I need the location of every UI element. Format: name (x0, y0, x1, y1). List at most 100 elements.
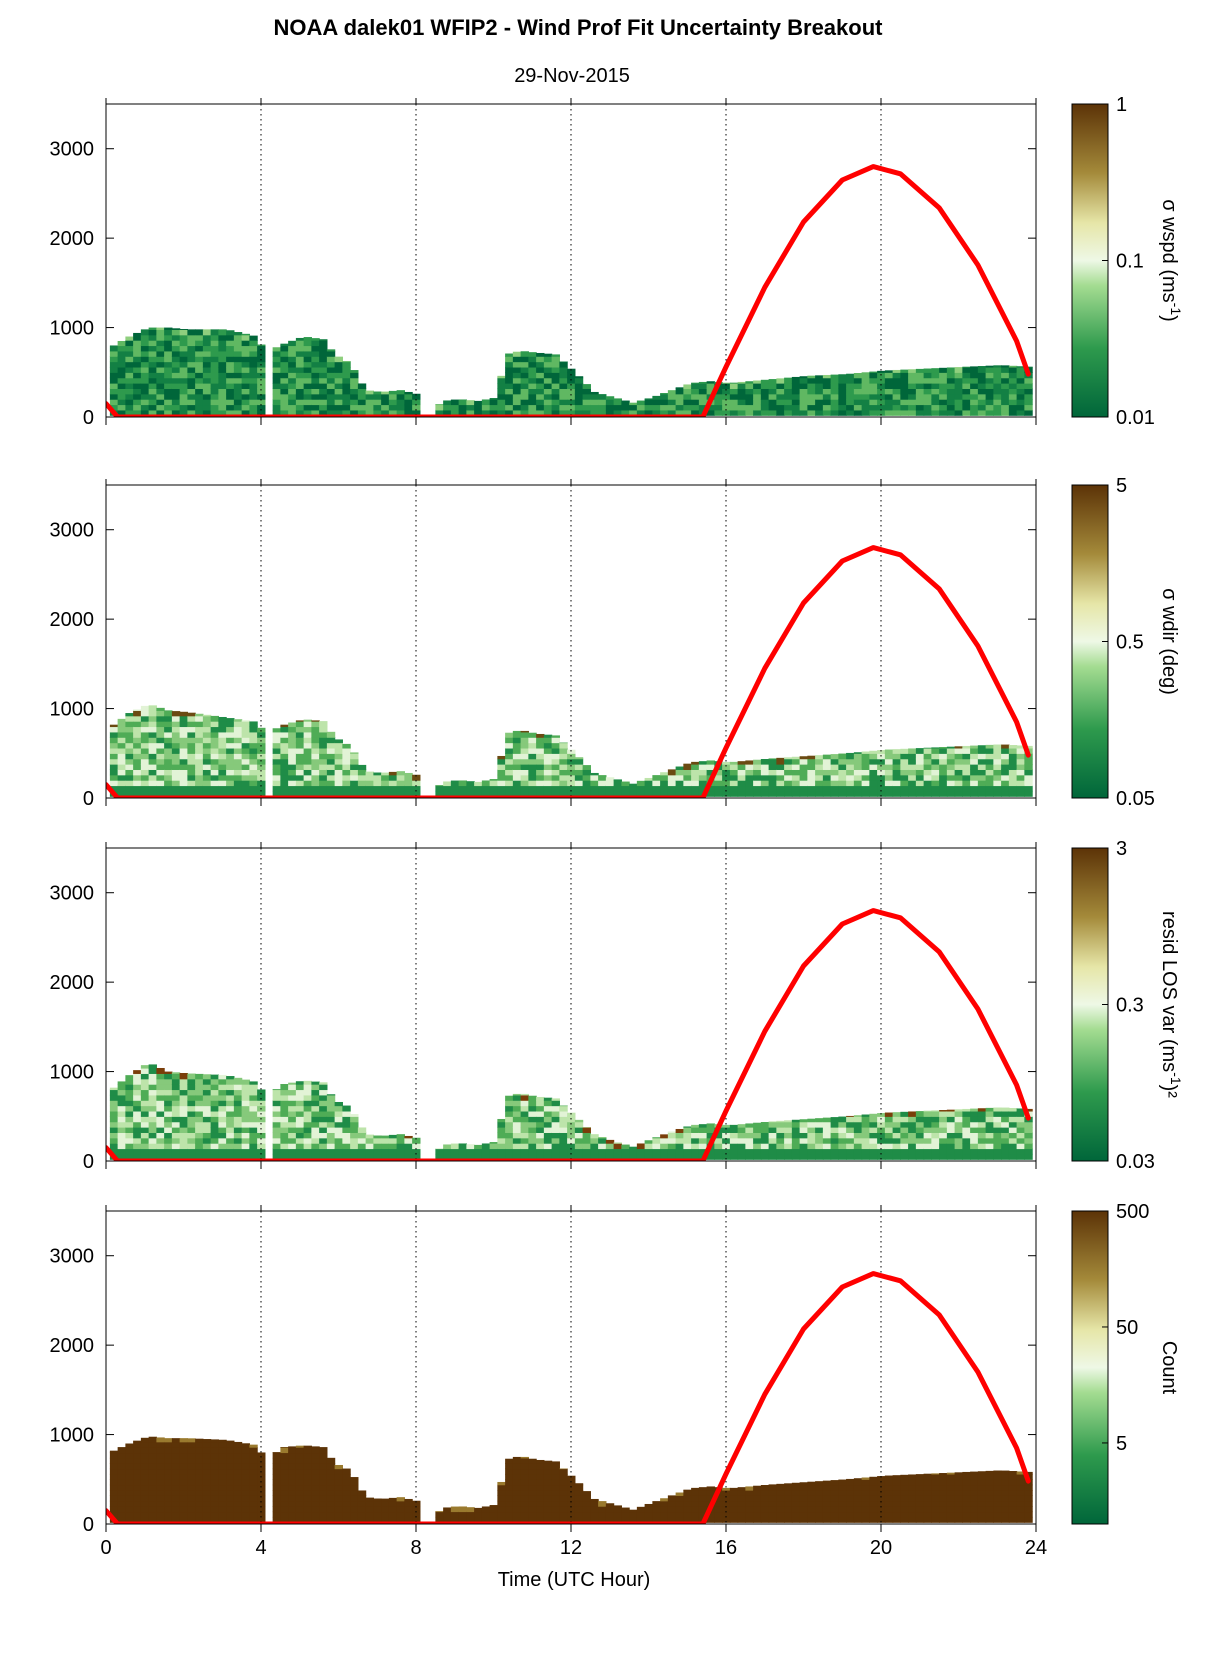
heatmap-cell (567, 368, 576, 373)
heatmap-cell (241, 726, 250, 733)
heatmap-cell (807, 755, 816, 760)
heatmap-cell (830, 1506, 839, 1513)
heatmap-cell (691, 1124, 700, 1128)
heatmap-cell (543, 1490, 553, 1496)
heatmap-cell (117, 366, 126, 373)
heatmap-cell (675, 1153, 684, 1160)
heatmap-cell (125, 345, 134, 352)
heatmap-cell (210, 1137, 219, 1144)
heatmap-cell (334, 356, 343, 363)
heatmap-cell (303, 1100, 312, 1107)
heatmap-cell (319, 785, 328, 792)
heatmap-cell (908, 758, 917, 765)
heatmap-cell (319, 388, 328, 395)
heatmap-cell (241, 1468, 250, 1475)
heatmap-cell (226, 393, 235, 400)
heatmap-cell (233, 1143, 243, 1150)
heatmap-cell (667, 790, 677, 797)
heatmap-cell (195, 1500, 204, 1507)
heatmap-cell (536, 404, 545, 411)
heatmap-cell (226, 1468, 235, 1475)
heatmap-cell (520, 1468, 529, 1475)
heatmap-cell (195, 1078, 204, 1085)
heatmap-cell (179, 769, 188, 776)
heatmap-cell (908, 388, 917, 395)
heatmap-cell (350, 404, 359, 411)
heatmap-cell (249, 790, 258, 797)
heatmap-cell (993, 393, 1002, 400)
heatmap-cell (334, 1484, 343, 1491)
heatmap-cell (505, 785, 514, 792)
heatmap-cell (388, 1511, 398, 1518)
heatmap-cell (241, 350, 250, 357)
heatmap-cell (877, 1484, 886, 1491)
heatmap-cell (520, 1105, 529, 1112)
heatmap-cell (574, 780, 584, 787)
heatmap-cell (830, 785, 839, 792)
heatmap-cell (148, 705, 157, 711)
heatmap-cells (109, 705, 1033, 797)
heatmap-cell (559, 1479, 568, 1486)
heatmap-cell (342, 1479, 351, 1486)
heatmap-cell (706, 409, 715, 416)
heatmap-cell (156, 1148, 165, 1155)
heatmap-cell (311, 1084, 320, 1091)
heatmap-cell (288, 366, 297, 373)
heatmap-cell (171, 737, 181, 744)
heatmap-cell (977, 409, 987, 416)
heatmap-cell (505, 356, 514, 363)
heatmap-cell (218, 1490, 227, 1496)
heatmap-cell (458, 1153, 467, 1160)
heatmap-cell (218, 1468, 227, 1475)
heatmap-cell (853, 377, 863, 384)
heatmap-cell (605, 785, 615, 792)
heatmap-cell (846, 1137, 855, 1144)
heatmap-cell (768, 780, 777, 787)
heatmap-cell (528, 1495, 537, 1502)
heatmap-cell (908, 1490, 917, 1496)
x-tick-label: 0 (100, 1537, 111, 1559)
heatmap-cell (1001, 1137, 1010, 1144)
heatmap-cell (202, 393, 212, 400)
heatmap-cell (171, 1479, 181, 1486)
heatmap-cell (412, 404, 421, 411)
heatmap-cell (598, 1511, 607, 1518)
heatmap-cell (652, 785, 661, 792)
heatmap-cell (822, 1511, 832, 1518)
heatmap-cell (164, 710, 173, 717)
heatmap-cell (993, 744, 1002, 749)
heatmap-cell (683, 1500, 692, 1507)
heatmap-cell (512, 409, 522, 416)
heatmap-cell (140, 393, 150, 400)
heatmap-cell (946, 1511, 956, 1518)
heatmap-cell (753, 790, 762, 797)
heatmap-cell (241, 1516, 250, 1523)
heatmap-cell (543, 734, 553, 738)
heatmap-cell (528, 1143, 537, 1150)
heatmap-cell (551, 1132, 560, 1139)
heatmap-cell (179, 1457, 188, 1464)
heatmap-cell (109, 1121, 119, 1128)
heatmap-cell (776, 399, 785, 406)
heatmap-cell (985, 774, 994, 781)
heatmap-cell (171, 383, 181, 389)
heatmap-cell (551, 354, 560, 357)
heatmap-cell (923, 1143, 932, 1150)
heatmap-cell (303, 399, 312, 406)
heatmap-cell (342, 1121, 351, 1128)
heatmap-cell (156, 1495, 165, 1502)
heatmap-cell (388, 790, 398, 797)
heatmap-cell (373, 409, 382, 416)
heatmap-cell (342, 1468, 351, 1475)
heatmap-cell (350, 1114, 359, 1117)
heatmap-cell (489, 1516, 498, 1523)
heatmap-cell (884, 1516, 894, 1523)
heatmap-cell (311, 1094, 320, 1101)
heatmap-cell (590, 1498, 599, 1502)
heatmap-cell (164, 726, 173, 733)
heatmap-cell (691, 761, 700, 765)
heatmap-cell (272, 758, 281, 765)
heatmap-cell (675, 774, 684, 781)
heatmap-cell (497, 1127, 506, 1133)
heatmap-cell (853, 1478, 863, 1480)
